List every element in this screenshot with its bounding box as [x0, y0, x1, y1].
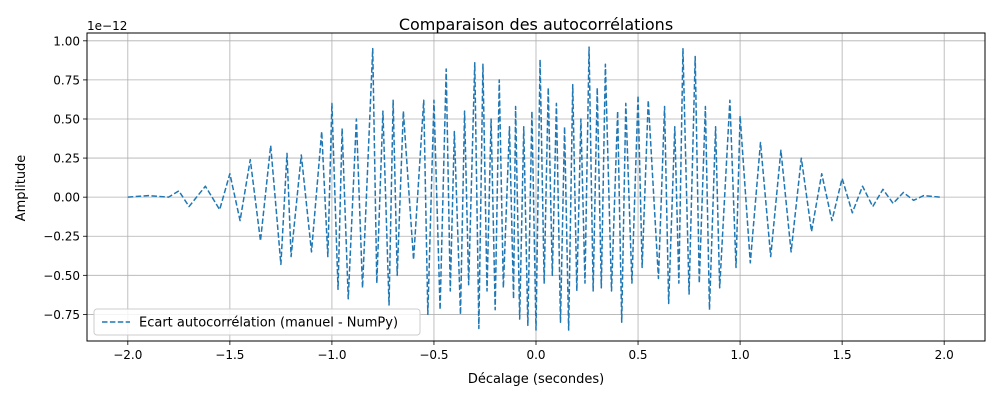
chart-title: Comparaison des autocorrélations [399, 15, 673, 34]
y-tick-label: −0.75 [43, 308, 80, 322]
grid [87, 33, 985, 341]
x-tick-label: −2.0 [113, 348, 142, 362]
x-tick-label: 1.0 [731, 348, 750, 362]
x-tick-label: 0.5 [628, 348, 647, 362]
legend: Ecart autocorrélation (manuel - NumPy) [93, 308, 421, 336]
y-tick-label: −0.50 [43, 269, 80, 283]
y-tick-label: 0.25 [53, 152, 80, 166]
x-tick-label: −1.5 [215, 348, 244, 362]
y-tick-label: 0.50 [53, 112, 80, 126]
x-tick-label: 0.0 [526, 348, 545, 362]
legend-entry-label: Ecart autocorrélation (manuel - NumPy) [139, 316, 398, 331]
x-tick-label: −0.5 [419, 348, 448, 362]
ticks: −2.0 −1.5 −1.0 −0.5 0.0 0.5 1.0 1.5 2.0 −0.75 −0.5… [43, 34, 954, 362]
y-tick-label: 1.00 [53, 34, 80, 48]
x-tick-label: 2.0 [935, 348, 954, 362]
y-offset-label: 1e−12 [87, 19, 127, 33]
y-tick-label: −0.25 [43, 230, 80, 244]
y-tick-label: 0.75 [53, 73, 80, 87]
x-tick-label: −1.0 [317, 348, 346, 362]
legend-box [93, 308, 421, 336]
y-tick-label: 0.00 [53, 191, 80, 205]
x-axis-label: Décalage (secondes) [468, 372, 604, 387]
y-axis-label: Amplitude [14, 155, 29, 222]
x-tick-label: 1.5 [833, 348, 852, 362]
